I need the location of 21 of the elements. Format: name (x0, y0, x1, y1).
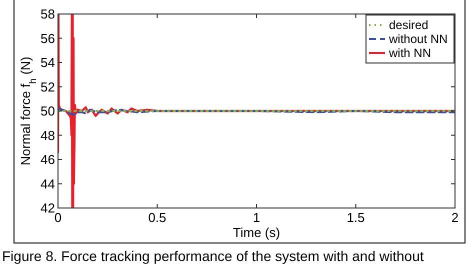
x-tick-label: 1.5 (346, 210, 365, 225)
x-tick-label: 0.5 (148, 210, 166, 225)
legend-label: without NN (388, 32, 448, 46)
line-series (58, 14, 455, 208)
y-tick-label: 48 (40, 128, 55, 143)
x-axis-title: Time (s) (232, 225, 280, 240)
legend-label: with NN (388, 46, 432, 60)
x-tick-label: 2 (451, 210, 459, 225)
y-tick-label: 46 (40, 152, 55, 168)
y-tick-label: 42 (40, 200, 55, 216)
line-series (58, 108, 455, 116)
x-tick-label: 0 (54, 210, 62, 225)
y-tick-label: 56 (40, 30, 55, 46)
legend-label: desired (389, 18, 428, 32)
y-tick-label: 52 (40, 79, 55, 94)
y-tick-label: 50 (40, 104, 55, 119)
caption: Figure 8. Force tracking performance of the system with and without (2, 248, 424, 264)
y-tick-label: 44 (40, 176, 55, 192)
x-tick-label: 1 (252, 210, 260, 225)
y-tick-label: 54 (40, 55, 55, 70)
y-tick-label: 58 (40, 6, 55, 22)
